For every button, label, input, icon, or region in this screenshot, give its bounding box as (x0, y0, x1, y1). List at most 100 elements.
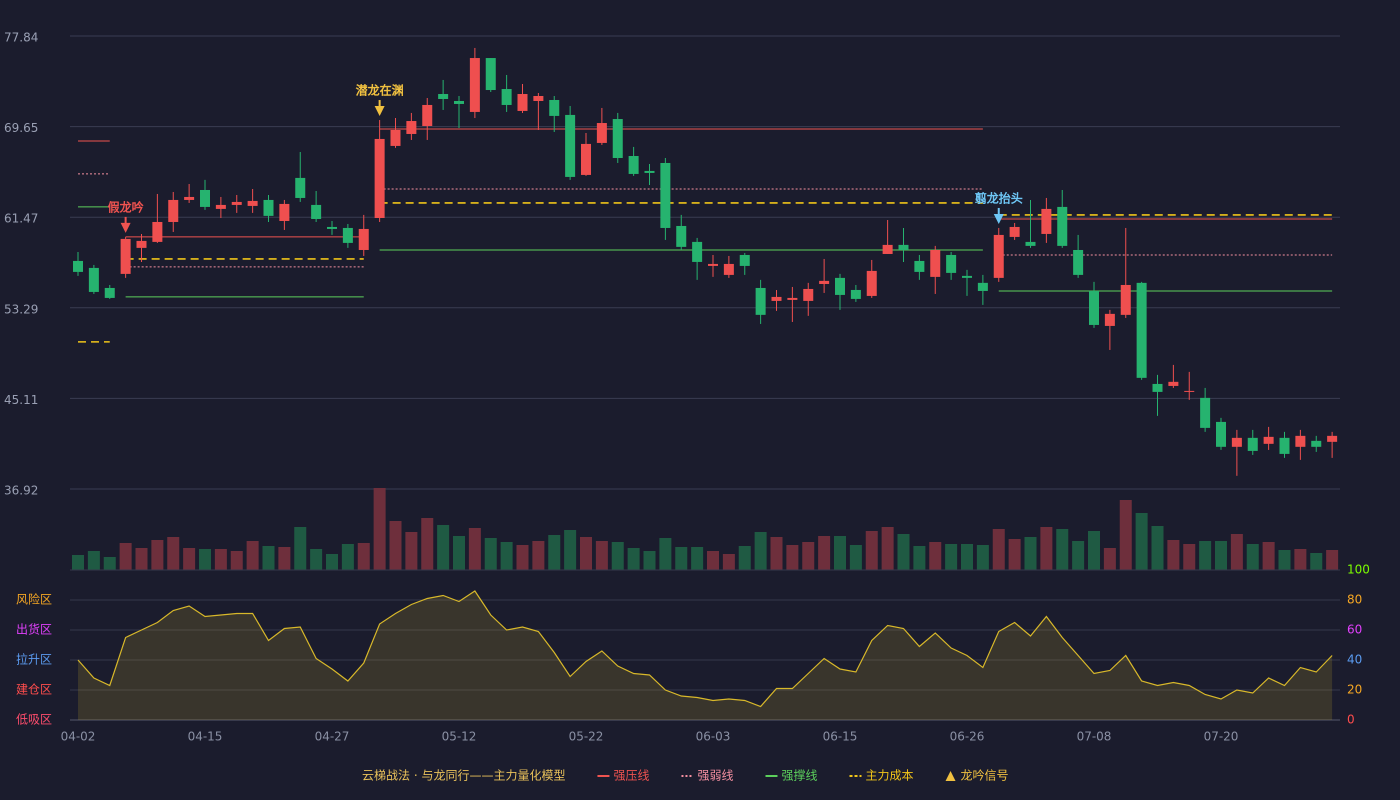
legend-title: 云梯战法 · 与龙同行——主力量化模型 (362, 769, 565, 783)
zone-label: 拉升区 (16, 652, 52, 667)
volume-bar (548, 535, 561, 570)
candle-body (1184, 390, 1195, 392)
x-tick-label: 04-02 (61, 730, 96, 744)
volume-bar (849, 545, 862, 570)
signal-arrow (120, 222, 131, 233)
volume-bar (929, 542, 942, 570)
candle-body (517, 94, 528, 111)
candle-body (977, 282, 988, 291)
volume-bar (1040, 527, 1053, 570)
volume-bar (1294, 549, 1307, 570)
volume-bar (564, 530, 577, 570)
candle-body (1041, 208, 1052, 234)
volume-bar (897, 534, 910, 570)
x-tick-label: 07-08 (1077, 730, 1112, 744)
volume-bar (691, 547, 704, 570)
candle-body (1295, 435, 1306, 447)
candle-body (231, 201, 242, 205)
volume-bar (151, 540, 164, 570)
candle-body (692, 241, 703, 262)
volume-bar (1167, 540, 1180, 570)
volume-bar (913, 546, 926, 570)
volume-bar (1056, 529, 1069, 570)
candle-body (200, 189, 210, 207)
volume-bar (1119, 500, 1132, 570)
candle-body (1231, 437, 1242, 447)
x-tick-label: 06-03 (696, 730, 731, 744)
candle-body (533, 96, 544, 101)
volume-bar (1246, 544, 1259, 570)
volume-bar (770, 537, 783, 570)
volume-bar (802, 542, 815, 570)
volume-bar (326, 554, 338, 570)
candle-body (882, 244, 893, 254)
y-tick-label: 69.65 (4, 121, 38, 135)
volume-bar (818, 536, 831, 570)
osc-tick-label: 40 (1347, 653, 1362, 667)
x-tick-label: 05-12 (442, 730, 477, 744)
candle-body (739, 254, 750, 266)
volume-bar (119, 543, 132, 570)
volume-bar (707, 551, 719, 570)
candle-body (454, 100, 464, 104)
volume-bar (1262, 542, 1275, 570)
volume-bar (167, 537, 180, 570)
candle-body (263, 199, 274, 216)
volume-bar (659, 538, 672, 570)
signal-label: 潜龙在渊 (356, 83, 404, 98)
volume-bar (1326, 550, 1339, 570)
volume-bar (468, 528, 481, 570)
candle-body (644, 170, 655, 173)
legend-label: 强撑线 (781, 768, 817, 783)
candle-body (596, 123, 607, 143)
candle-body (581, 143, 591, 175)
candle-body (1200, 397, 1211, 428)
candle-body (311, 204, 322, 219)
volume-bar (214, 549, 227, 570)
candle-body (1057, 206, 1068, 246)
volume-bar (1024, 537, 1037, 570)
candle-body (549, 99, 560, 116)
volume-bar (1135, 513, 1148, 570)
volume-bar (421, 518, 434, 570)
candle-body (771, 296, 782, 301)
candle-body (215, 204, 226, 209)
candle-body (1104, 313, 1115, 326)
volume-bar (341, 544, 354, 570)
candle-body (930, 249, 941, 277)
volume-bar (532, 541, 545, 570)
volume-bar (627, 548, 640, 570)
volume-bar (278, 547, 291, 570)
legend-label: 龙吟信号 (961, 768, 1009, 783)
volume-bar (1072, 541, 1085, 570)
x-tick-label: 06-26 (950, 730, 985, 744)
volume-bar (389, 521, 402, 570)
volume-bar (246, 541, 259, 570)
volume-bar (516, 545, 529, 570)
volume-bar (230, 551, 243, 570)
candle-body (485, 58, 496, 91)
volume-bar (199, 549, 211, 570)
candle-body (565, 114, 576, 177)
candle-body (1073, 249, 1084, 275)
zone-label: 风险区 (16, 592, 52, 607)
candle-body (295, 177, 306, 198)
candle-body (708, 263, 718, 266)
volume-bar (722, 554, 735, 570)
volume-bar (961, 544, 973, 570)
volume-bar (976, 545, 989, 570)
volume-bar (865, 531, 878, 570)
candle-body (247, 200, 258, 206)
candle-body (374, 138, 385, 218)
candle-body (660, 162, 671, 228)
candle-body (168, 199, 179, 222)
candle-body (723, 263, 734, 275)
candle-body (1089, 290, 1099, 325)
candle-body (755, 287, 766, 315)
candle-body (803, 288, 814, 301)
candle-body (1136, 282, 1147, 378)
candle-body (866, 270, 877, 296)
candle-body (104, 287, 115, 298)
legend-swatch (945, 771, 956, 781)
volume-bar (786, 545, 799, 570)
